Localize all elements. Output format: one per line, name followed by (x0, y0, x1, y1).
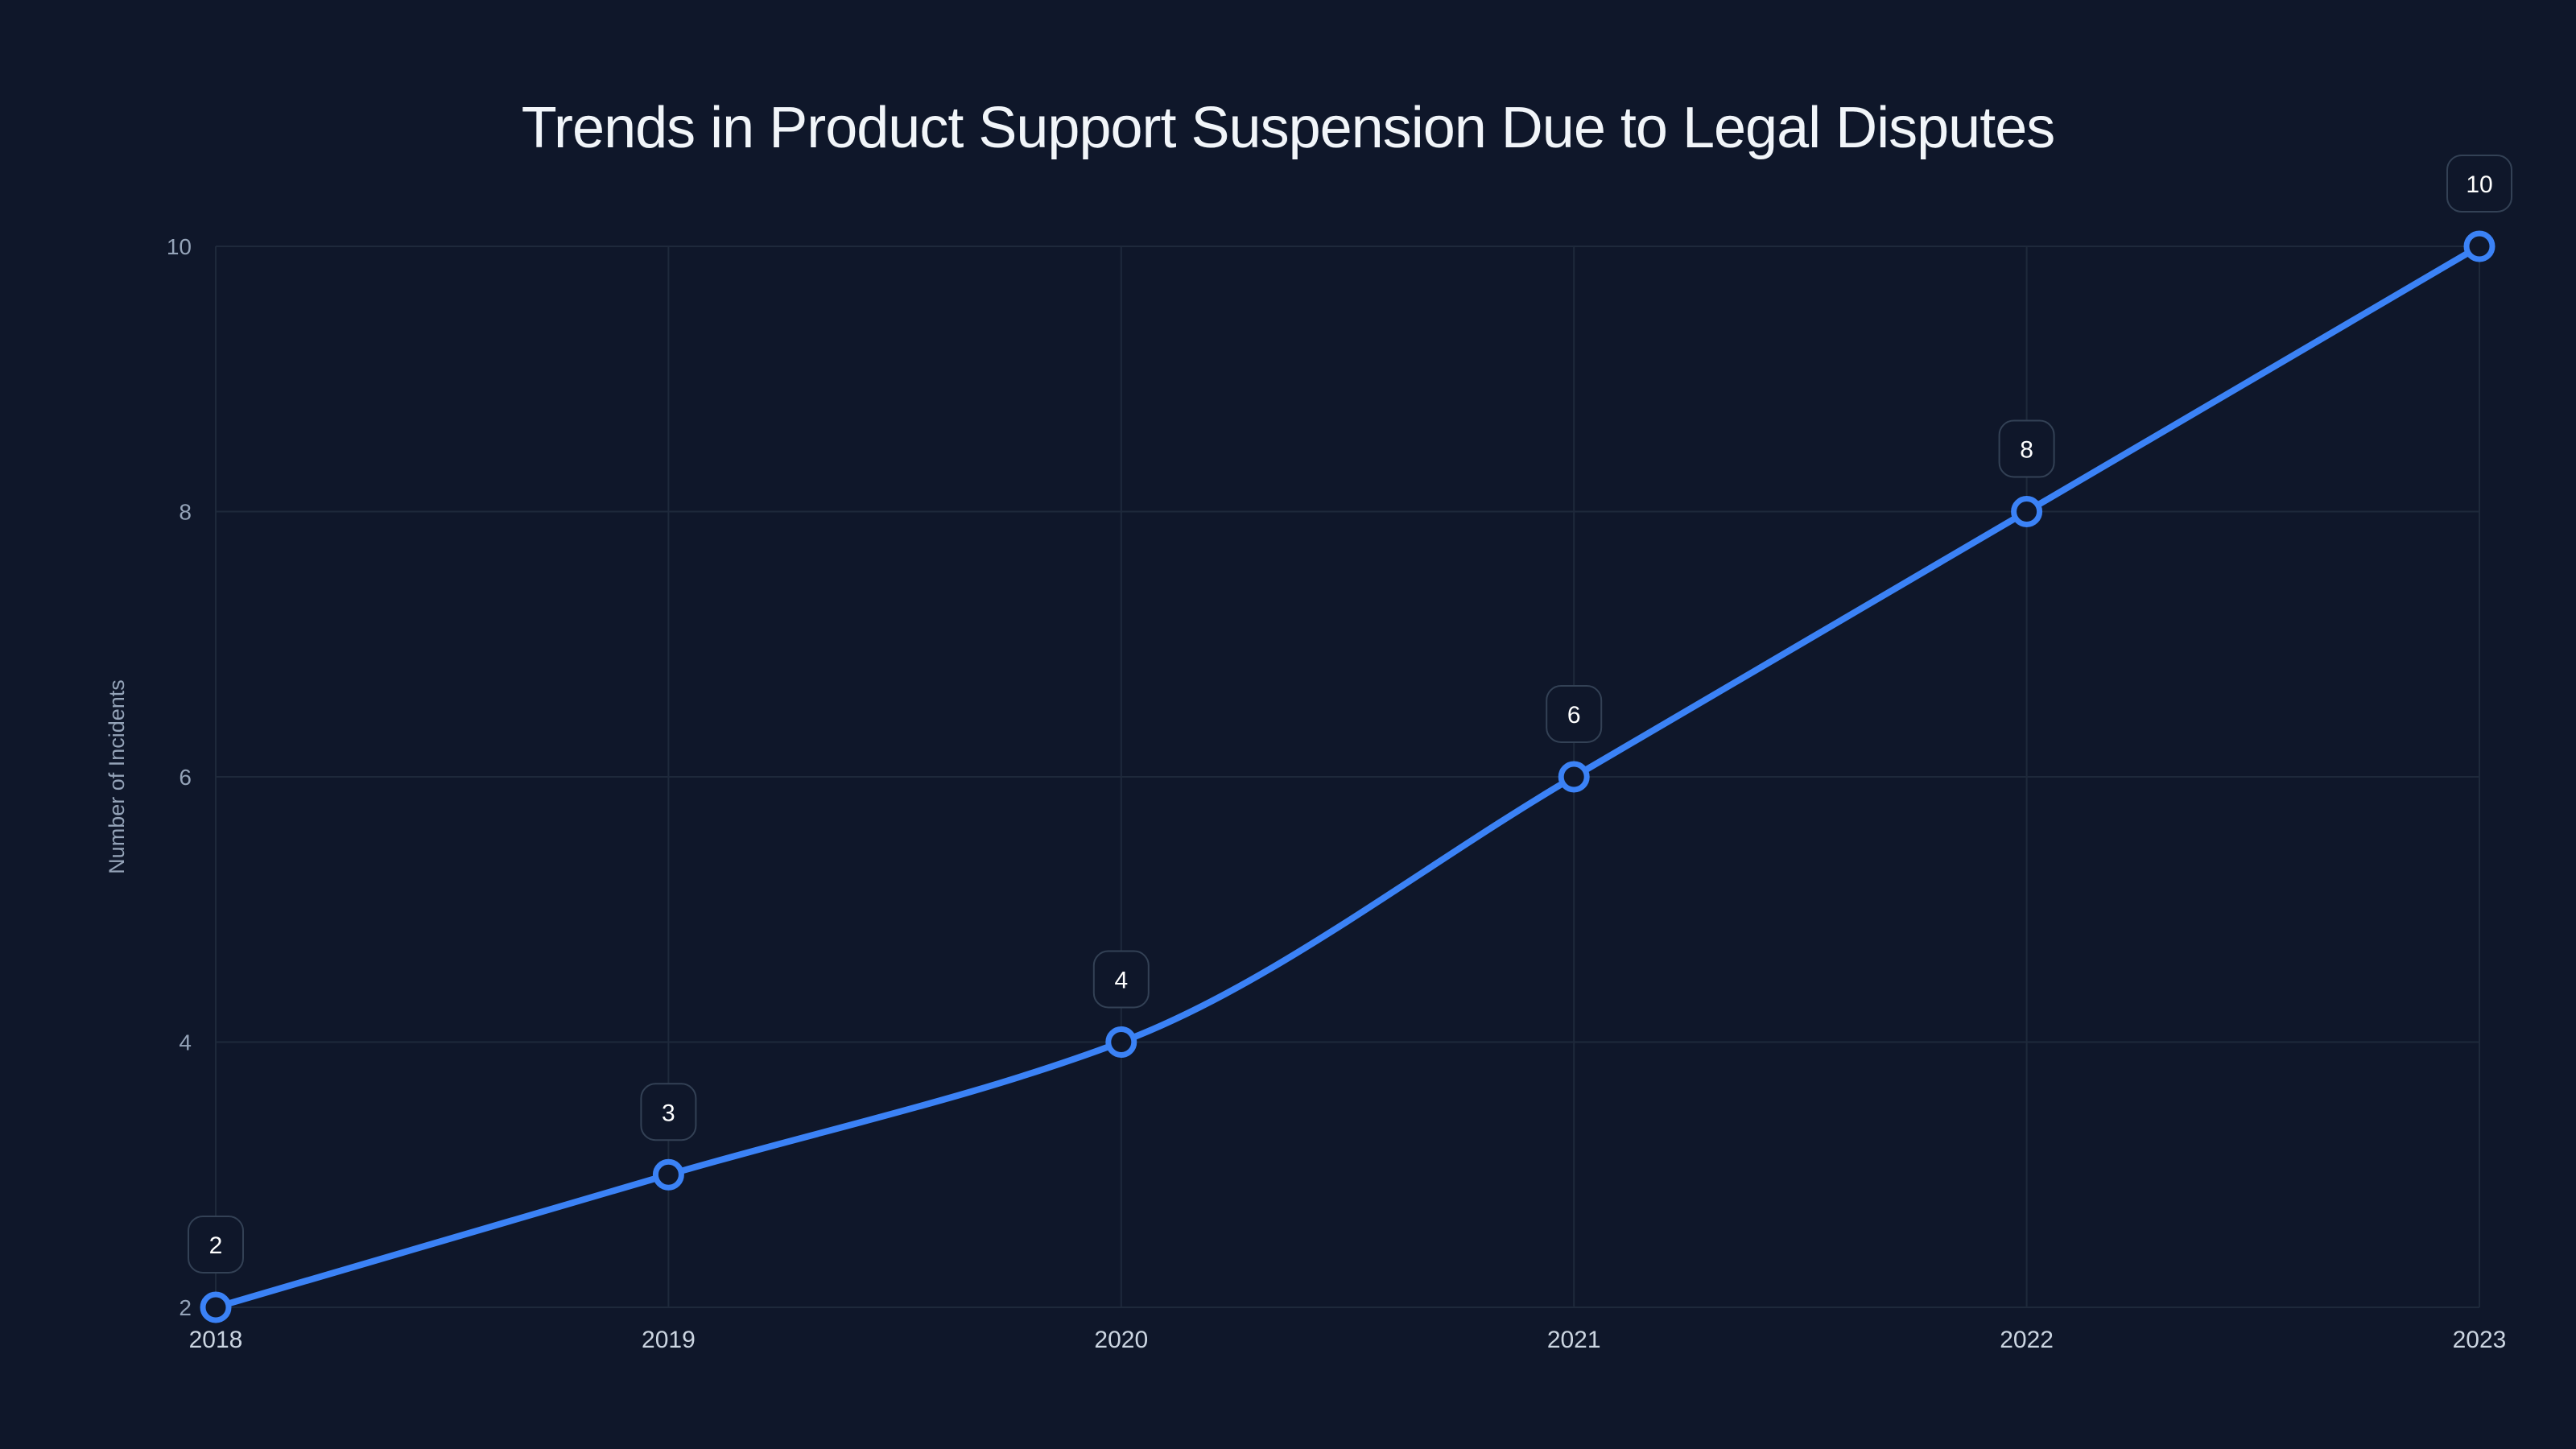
data-label-box (1998, 419, 2055, 478)
data-label-text: 6 (1567, 702, 1581, 729)
data-point-marker (1105, 1026, 1137, 1058)
data-labels: 2 3 4 6 8 10 (188, 155, 2512, 1274)
y-tick-label: 2 (179, 1295, 192, 1320)
x-tick-label: 2020 (1094, 1327, 1148, 1353)
data-point-marker (1558, 761, 1590, 793)
data-label: 4 (1092, 950, 1150, 1009)
x-tick-label: 2022 (2000, 1327, 2054, 1353)
data-label-box (188, 1216, 244, 1274)
data-point-marker (2463, 230, 2496, 262)
y-axis-title: Number of Incidents (105, 679, 129, 874)
data-point-marker (200, 1291, 232, 1323)
y-axis-ticks: 2 4 6 8 10 (167, 234, 192, 1320)
data-label-text: 2 (209, 1232, 223, 1259)
x-tick-label: 2023 (2453, 1327, 2507, 1353)
data-label-text: 4 (1114, 968, 1128, 994)
data-point-marker (652, 1158, 684, 1191)
data-point-marker (2011, 496, 2043, 527)
x-axis-ticks: 2018 2019 2020 2021 2022 2023 (189, 1327, 2507, 1353)
grid-lines (215, 246, 2480, 1308)
data-label: 8 (1998, 419, 2055, 478)
x-tick-label: 2019 (642, 1327, 696, 1353)
data-markers (200, 230, 2496, 1323)
data-label-box (2446, 155, 2512, 213)
series-line (213, 243, 2483, 1311)
data-label: 2 (188, 1216, 244, 1274)
y-tick-label: 10 (167, 234, 192, 259)
data-label-text: 3 (662, 1100, 675, 1126)
y-tick-label: 4 (179, 1030, 192, 1055)
y-tick-label: 8 (179, 500, 192, 525)
data-label: 6 (1546, 685, 1603, 743)
x-tick-label: 2018 (189, 1327, 243, 1353)
data-label-box (640, 1083, 697, 1141)
data-label-text: 8 (2020, 437, 2033, 464)
data-label: 3 (640, 1083, 697, 1141)
data-label-text: 10 (2466, 171, 2492, 198)
chart-title: Trends in Product Support Suspension Due… (521, 96, 2056, 160)
data-label-box (1546, 685, 1603, 743)
data-label: 10 (2446, 155, 2512, 213)
y-tick-label: 6 (179, 765, 192, 790)
x-tick-label: 2021 (1547, 1327, 1601, 1353)
data-label-box (1092, 950, 1150, 1009)
